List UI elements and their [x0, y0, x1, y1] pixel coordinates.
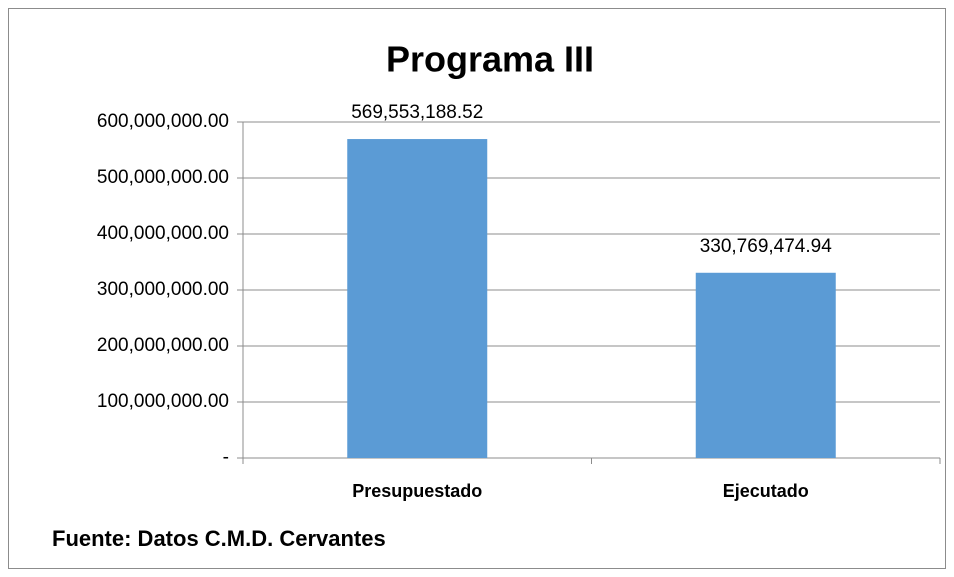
y-tick-label: 500,000,000.00 — [97, 167, 229, 188]
y-tick-label: 100,000,000.00 — [97, 391, 229, 412]
y-tick-label: 300,000,000.00 — [97, 279, 229, 300]
y-tick-label: 400,000,000.00 — [97, 223, 229, 244]
y-tick-label: 600,000,000.00 — [97, 111, 229, 132]
bar — [347, 139, 488, 458]
y-tick-label: - — [223, 447, 229, 468]
data-label: 569,553,188.52 — [351, 102, 483, 123]
y-tick-label: 200,000,000.00 — [97, 335, 229, 356]
chart-title: Programa III — [386, 39, 594, 80]
annotation: Fuente: Datos C.M.D. Cervantes — [52, 526, 386, 551]
x-tick-label: Presupuestado — [352, 481, 482, 501]
data-label: 330,769,474.94 — [700, 236, 833, 257]
bar — [695, 272, 836, 458]
x-tick-label: Ejecutado — [723, 481, 809, 501]
